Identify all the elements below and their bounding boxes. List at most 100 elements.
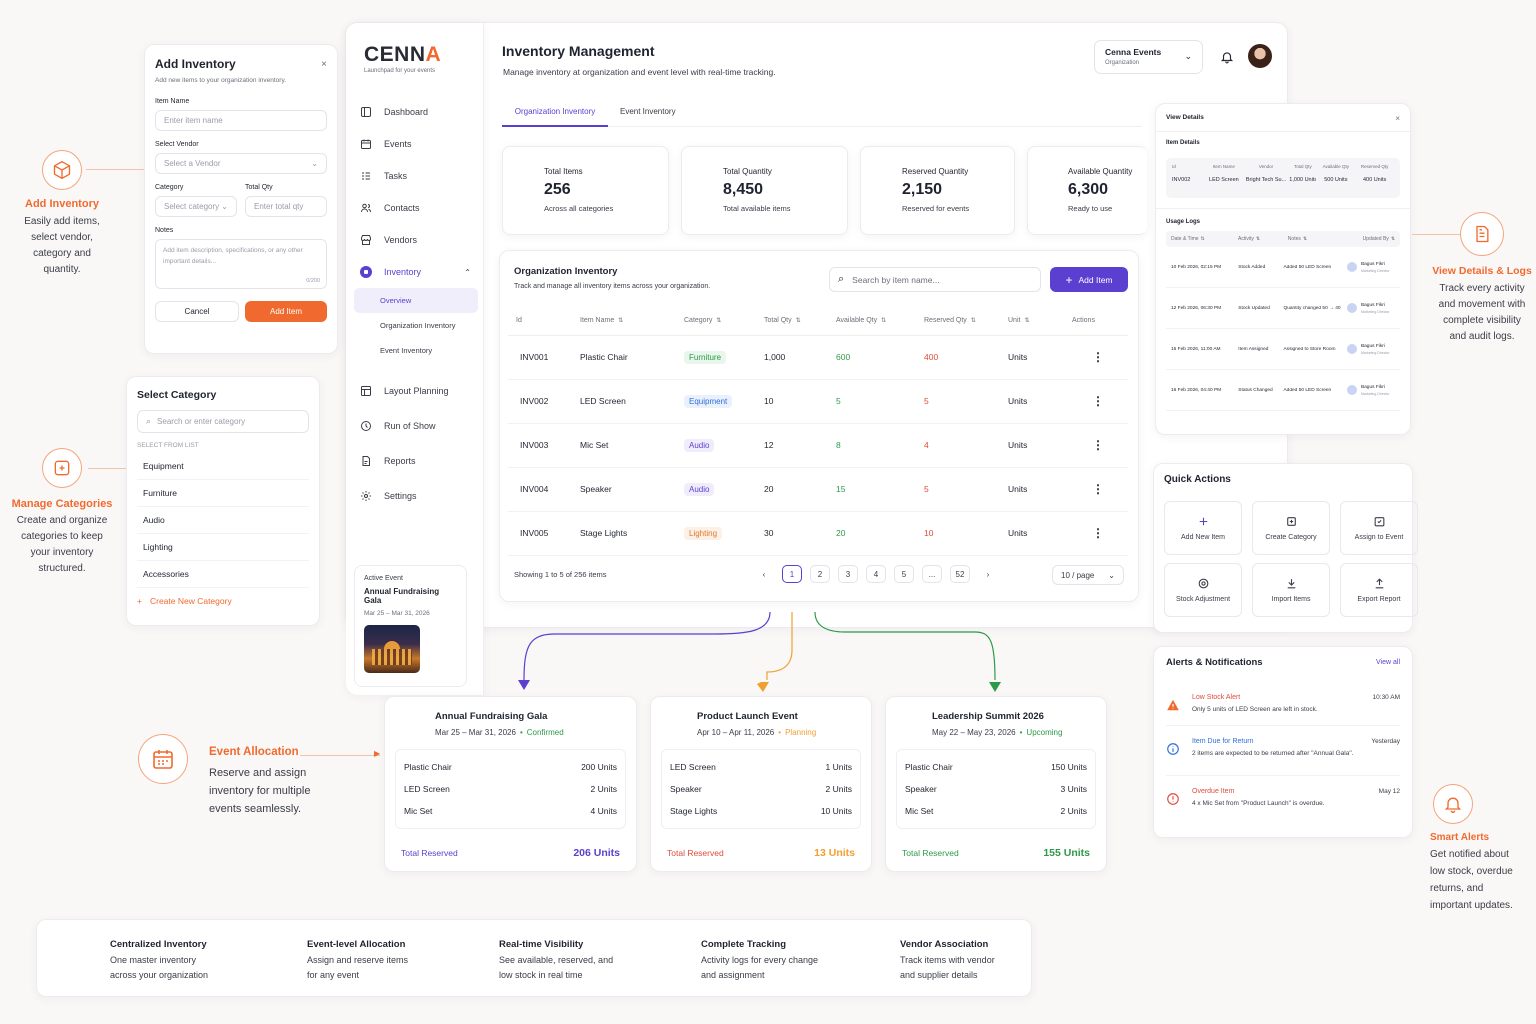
category-option[interactable]: Accessories [137, 561, 309, 588]
category-select[interactable]: Select category ⌄ [155, 196, 237, 217]
page-button[interactable]: 5 [894, 565, 914, 583]
next-page-icon[interactable]: › [978, 565, 998, 583]
column-header[interactable]: Total Qty ⇅ [764, 307, 836, 336]
notes-textarea[interactable]: Add item description, specifications, or… [155, 239, 327, 289]
nav-sub-list: Overview Organization Inventory Event Inve… [346, 288, 483, 363]
more-actions-icon[interactable]: ⋮ [1072, 423, 1128, 468]
page-button[interactable]: 2 [810, 565, 830, 583]
category-option[interactable]: Furniture [137, 480, 309, 507]
category-search-input[interactable]: ⌕ Search or enter category [137, 410, 309, 433]
column-header[interactable]: Available Qty ⇅ [836, 307, 924, 336]
detail-col: Id [1172, 164, 1176, 169]
event-item-qty: 1 Units [825, 762, 852, 772]
event-item-row: LED Screen 2 Units [404, 778, 617, 800]
event-dates: May 22 – May 23, 2026 [932, 728, 1016, 737]
log-col[interactable]: Activity ⇅ [1238, 236, 1288, 242]
sidebar-item-settings[interactable]: Settings [346, 478, 483, 513]
avatar[interactable] [1248, 44, 1272, 68]
close-icon[interactable]: × [1395, 114, 1400, 123]
add-item-submit-button[interactable]: Add Item [245, 301, 327, 322]
alert-item[interactable]: Low Stock Alert 10:30 AM Only 5 units of L… [1166, 676, 1400, 726]
feature-smart-alerts: Smart Alerts Get notified about low stoc… [1430, 784, 1536, 914]
avatar [1346, 303, 1357, 313]
event-allocation-card[interactable]: Product Launch Event Apr 10 – Apr 11, 202… [650, 696, 872, 872]
quick-action-add-new-item[interactable]: Add New Item [1164, 501, 1242, 555]
cancel-button[interactable]: Cancel [155, 301, 239, 322]
inventory-search-input[interactable]: ⌕ Search by item name... [829, 267, 1041, 292]
bell-icon[interactable] [1220, 50, 1234, 69]
quick-action-label: Assign to Event [1354, 534, 1404, 541]
create-category-link[interactable]: + Create New Category [137, 596, 309, 606]
table-row[interactable]: INV003 Mic Set Audio 12 8 4 Units ⋮ [508, 423, 1128, 468]
item-name-input[interactable]: Enter item name [155, 110, 327, 131]
close-icon[interactable]: × [321, 58, 327, 70]
feature-highlight-desc: low stock in real time [499, 970, 583, 980]
event-allocation-card[interactable]: Annual Fundraising Gala Mar 25 – Mar 31, … [384, 696, 637, 872]
column-header[interactable]: Item Name ⇅ [580, 307, 684, 336]
sidebar-subitem[interactable]: Overview [354, 288, 478, 313]
sidebar-item-layout-planning[interactable]: Layout Planning [346, 373, 483, 408]
prev-page-icon[interactable]: ‹ [754, 565, 774, 583]
quick-action-stock-adjustment[interactable]: Stock Adjustment [1164, 563, 1242, 617]
category-option[interactable]: Equipment [137, 453, 309, 480]
sidebar-item-label: Run of Show [384, 420, 436, 431]
more-actions-icon[interactable]: ⋮ [1072, 335, 1128, 380]
view-all-link[interactable]: View all [1376, 659, 1400, 666]
alert-item[interactable]: Overdue Item May 12 4 x Mic Set from "Prod… [1166, 776, 1400, 826]
cell-reserved: 10 [924, 511, 1008, 556]
alert-item[interactable]: Item Due for Return Yesterday 2 items are … [1166, 726, 1400, 776]
event-item-name: Mic Set [404, 806, 433, 816]
more-actions-icon[interactable]: ⋮ [1072, 467, 1128, 512]
category-option[interactable]: Lighting [137, 534, 309, 561]
more-actions-icon[interactable]: ⋮ [1072, 511, 1128, 556]
table-row[interactable]: INV002 LED Screen Equipment 10 5 5 Units ⋮ [508, 379, 1128, 424]
category-option[interactable]: Audio [137, 507, 309, 534]
page-button[interactable]: 3 [838, 565, 858, 583]
column-header[interactable]: Unit ⇅ [1008, 307, 1072, 336]
sidebar-item-run-of-show[interactable]: Run of Show [346, 408, 483, 443]
more-actions-icon[interactable]: ⋮ [1072, 379, 1128, 424]
sidebar-subitem[interactable]: Organization Inventory [380, 321, 456, 330]
table-row[interactable]: INV001 Plastic Chair Furniture 1,000 600 400 U… [508, 335, 1128, 380]
column-header[interactable]: Category ⇅ [684, 307, 764, 336]
org-switcher[interactable]: Cenna Events Organization ⌄ [1094, 40, 1203, 74]
page-button[interactable]: 1 [782, 565, 802, 583]
sidebar-item-vendors[interactable]: Vendors [346, 224, 483, 256]
event-allocation-card[interactable]: Leadership Summit 2026 May 22 – May 23, 2… [885, 696, 1107, 872]
sidebar-item-inventory[interactable]: Inventory ⌃ [346, 256, 483, 288]
per-page-select[interactable]: 10 / page ⌄ [1052, 565, 1124, 585]
log-col[interactable]: Updated By ⇅ [1357, 236, 1395, 242]
table-row[interactable]: INV004 Speaker Audio 20 15 5 Units ⋮ [508, 467, 1128, 512]
quick-action-import-items[interactable]: Import Items [1252, 563, 1330, 617]
sidebar-item-reports[interactable]: Reports [346, 443, 483, 478]
sidebar-subitem[interactable]: Event Inventory [380, 346, 433, 355]
sidebar-item-events[interactable]: Events [346, 128, 483, 160]
tab-organization-inventory[interactable]: Organization Inventory [502, 98, 608, 127]
add-item-button[interactable]: + Add Item [1050, 267, 1128, 292]
log-col[interactable]: Notes ⇅ [1288, 236, 1357, 242]
quick-action-assign-to-event[interactable]: Assign to Event [1340, 501, 1418, 555]
tab-event-inventory[interactable]: Event Inventory [620, 107, 676, 116]
cell-reserved: 5 [924, 379, 1008, 424]
table-row[interactable]: INV005 Stage Lights Lighting 30 20 10 Units ⋮ [508, 511, 1128, 556]
column-header[interactable]: Reserved Qty ⇅ [924, 307, 1008, 336]
page-button[interactable]: 52 [950, 565, 970, 583]
page-title: Inventory Management [502, 43, 655, 59]
sidebar-item-dashboard[interactable]: Dashboard [346, 96, 483, 128]
page-button[interactable]: ... [922, 565, 942, 583]
sidebar-item-tasks[interactable]: Tasks [346, 160, 483, 192]
qty-input[interactable]: Enter total qty [245, 196, 327, 217]
per-page-value: 10 / page [1061, 570, 1095, 580]
feature-highlight-desc: One master inventory [110, 955, 197, 965]
active-event-card[interactable]: Active Event Annual Fundraising Gala Mar… [354, 565, 467, 687]
log-col[interactable]: Date & Time ⇅ [1171, 236, 1238, 242]
quick-action-export-report[interactable]: Export Report [1340, 563, 1418, 617]
feature-highlight-title: Centralized Inventory [110, 939, 207, 950]
quick-action-create-category[interactable]: Create Category [1252, 501, 1330, 555]
vendor-select[interactable]: Select a Vendor ⌄ [155, 153, 327, 174]
page-button[interactable]: 4 [866, 565, 886, 583]
event-item-row: Plastic Chair 150 Units [905, 756, 1087, 778]
sidebar-item-contacts[interactable]: Contacts [346, 192, 483, 224]
quick-action-label: Create Category [1265, 534, 1317, 541]
usage-logs: 10 Feb 2026, 02:15 PM Stock Added Added 50… [1166, 247, 1400, 411]
